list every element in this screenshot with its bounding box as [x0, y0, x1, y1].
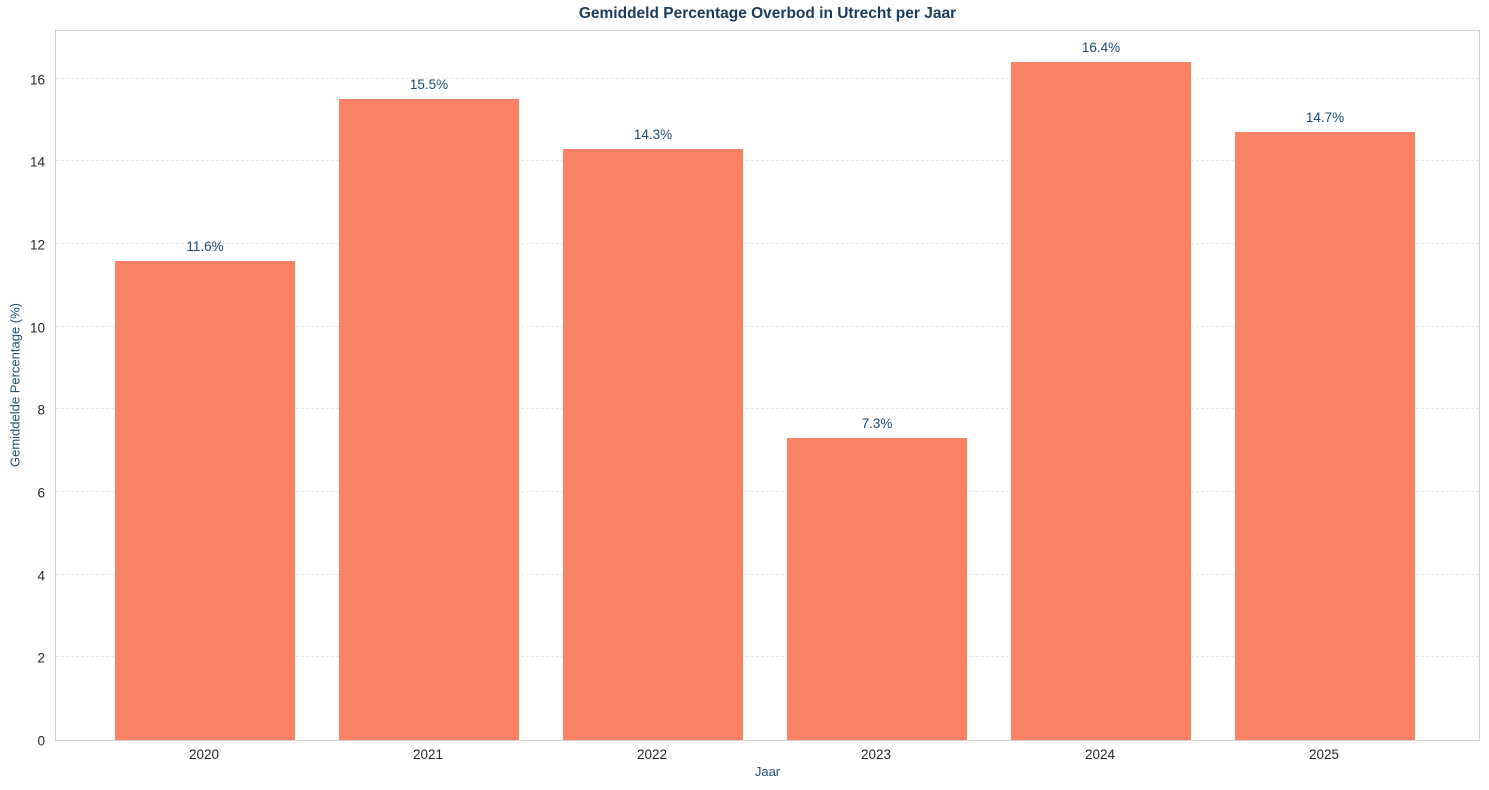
x-tick-label-2020: 2020 [188, 747, 220, 762]
gridline [56, 573, 1479, 575]
y-tick-label: 10 [29, 320, 45, 336]
bar-value-label: 11.6% [186, 238, 224, 254]
bar-2022 [563, 148, 743, 740]
gridline [56, 490, 1479, 492]
y-tick-label: 8 [37, 402, 45, 418]
plot-area: 11.6% 15.5% 14.3% 7.3% 16.4% 14.7% [55, 30, 1480, 741]
gridline [56, 656, 1479, 658]
bar-value-label: 7.3% [861, 416, 893, 432]
x-tick-label-2025: 2025 [1308, 747, 1340, 762]
bar-2021 [339, 99, 519, 740]
bar-2025 [1235, 132, 1415, 740]
gridline [56, 408, 1479, 410]
x-tick-label-2022: 2022 [636, 747, 668, 762]
bar-value-label: 14.7% [1305, 110, 1345, 126]
bar-value-label: 16.4% [1081, 40, 1121, 56]
y-tick-label: 6 [37, 485, 45, 501]
x-tick-label-2024: 2024 [1084, 747, 1116, 762]
y-tick-label: 2 [37, 650, 45, 666]
y-tick-label: 16 [29, 72, 45, 88]
gridline [56, 160, 1479, 162]
gridline [56, 242, 1479, 244]
chart-title: Gemiddeld Percentage Overbod in Utrecht … [578, 5, 957, 22]
gridline [56, 325, 1479, 327]
bar-value-label: 15.5% [409, 77, 449, 93]
x-axis-label: Jaar [754, 764, 781, 779]
x-tick-label-2021: 2021 [412, 747, 444, 762]
bar-value-label: 14.3% [633, 126, 673, 142]
y-tick-label: 14 [29, 154, 45, 170]
y-tick-label: 0 [37, 733, 45, 749]
bar-2023 [787, 438, 967, 740]
bar-2024 [1011, 62, 1191, 740]
bar-2020 [115, 260, 295, 740]
y-tick-label: 12 [29, 237, 45, 253]
y-tick-label: 4 [37, 568, 45, 584]
x-tick-label-2023: 2023 [860, 747, 892, 762]
gridline [56, 77, 1479, 79]
